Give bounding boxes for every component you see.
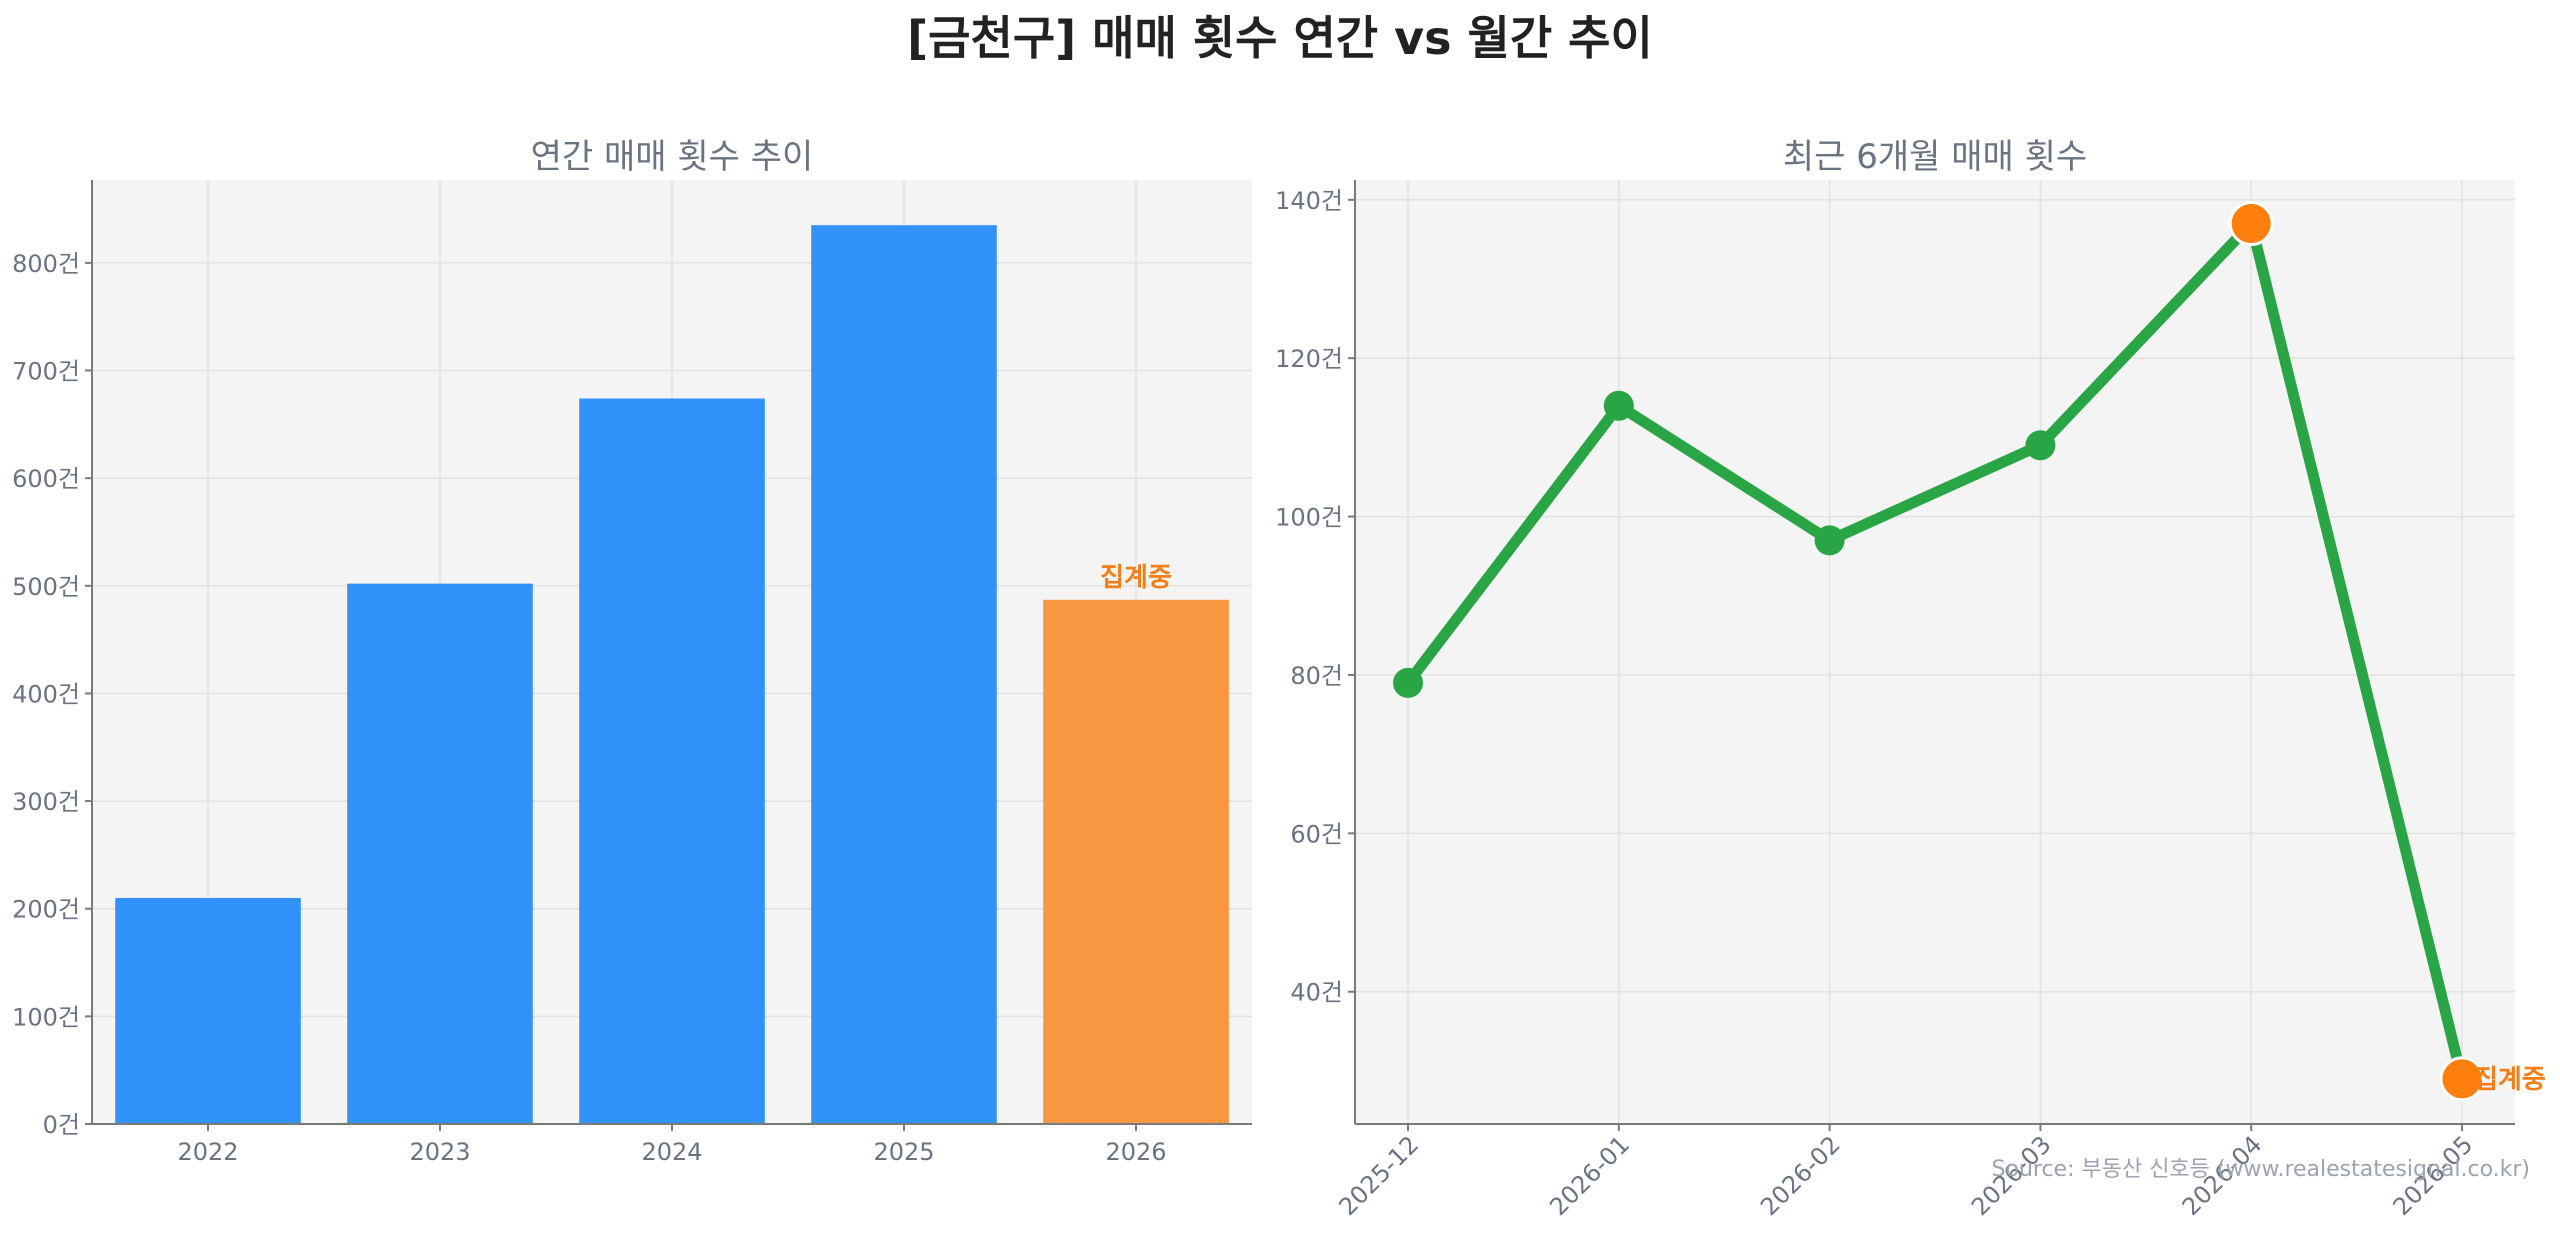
line-point-2025-12: [1393, 667, 1423, 698]
bar-y-tick-label: 700건: [12, 358, 80, 386]
bar-2026: [1043, 599, 1229, 1124]
line-y-tick-label: 120건: [1275, 345, 1343, 373]
page-title: [금천구] 매매 횟수 연간 vs 월간 추이: [907, 11, 1653, 65]
line-series: [1402, 218, 2468, 1085]
line-y-tick-label: 40건: [1290, 979, 1343, 1007]
bar-x-tick-label: 2024: [641, 1138, 702, 1166]
source-note: Source: 부동산 신호등 (www.realestatesignal.co…: [1992, 1157, 2530, 1182]
line-partial-label: 집계중: [2474, 1065, 2546, 1095]
bar-y-tick-label: 300건: [12, 788, 80, 816]
line-y-tick-label: 100건: [1275, 504, 1343, 532]
line-x-tick-label: 2026-01: [1544, 1130, 1635, 1221]
bar-y-tick-label: 600건: [12, 465, 80, 493]
line-plot-area: [1355, 180, 2515, 1124]
bar-y-tick-label: 100건: [12, 1003, 80, 1031]
line-point-2026-02: [1814, 525, 1845, 556]
line-x-tick-label: 2025-12: [1334, 1130, 1425, 1221]
bar-2025: [811, 225, 997, 1124]
bar-y-tick-label: 200건: [12, 896, 80, 924]
bar-chart-title: 연간 매매 횟수 추이: [531, 137, 814, 177]
bar-x-tick-label: 2026: [1105, 1138, 1166, 1166]
bar-y-tick-label: 800건: [12, 250, 80, 278]
bar-y-tick-label: 500건: [12, 573, 80, 601]
line-point-2026-04: [2228, 201, 2274, 247]
line-y-tick-label: 60건: [1290, 820, 1343, 848]
bar-2022: [115, 897, 301, 1124]
bar-y-tick-label: 0건: [43, 1111, 80, 1139]
bar-partial-label: 집계중: [1100, 563, 1172, 593]
line-x-tick-label: 2026-02: [1755, 1130, 1846, 1221]
bar-y-tick-label: 400건: [12, 680, 80, 708]
line-point-2026-03: [2025, 430, 2056, 461]
line-chart-title: 최근 6개월 매매 횟수: [1783, 137, 2087, 177]
bar-x-tick-label: 2025: [873, 1138, 934, 1166]
line-y-tick-label: 80건: [1290, 662, 1343, 690]
bar-x-tick-label: 2023: [409, 1138, 470, 1166]
bar-2023: [347, 583, 533, 1124]
line-point-2026-05: [2439, 1056, 2485, 1102]
line-y-tick-label: 140건: [1275, 187, 1343, 215]
line-point-2026-01: [1603, 390, 1634, 421]
bar-x-tick-label: 2022: [177, 1138, 238, 1166]
bar-2024: [579, 398, 765, 1124]
